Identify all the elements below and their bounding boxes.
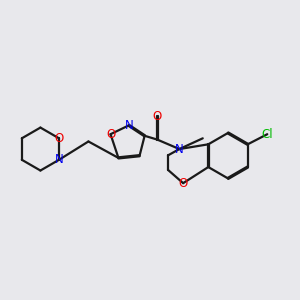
Text: O: O — [153, 110, 162, 123]
Text: O: O — [178, 177, 188, 190]
Text: N: N — [55, 153, 63, 166]
Text: N: N — [175, 142, 184, 156]
Text: O: O — [106, 128, 115, 141]
Text: Cl: Cl — [262, 128, 273, 141]
Text: N: N — [124, 119, 133, 132]
Text: O: O — [54, 132, 64, 145]
